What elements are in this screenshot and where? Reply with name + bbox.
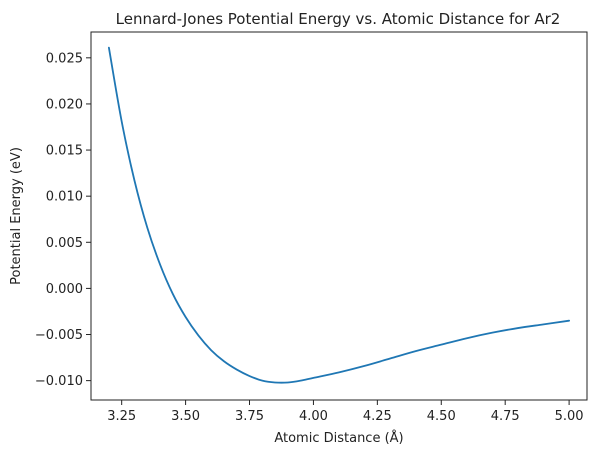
x-axis-label: Atomic Distance (Å) bbox=[274, 430, 403, 446]
x-tick-label: 4.25 bbox=[363, 409, 392, 424]
series-layer bbox=[108, 46, 570, 384]
chart-title: Lennard-Jones Potential Energy vs. Atomi… bbox=[116, 10, 561, 28]
y-tick-label: 0.010 bbox=[46, 190, 83, 205]
y-tick-label: −0.005 bbox=[35, 328, 83, 343]
x-axis-ticks: 3.25 3.50 3.75 4.00 4.25 4.50 4.75 5.00 bbox=[107, 400, 584, 424]
x-tick-label: 3.50 bbox=[171, 409, 200, 424]
x-tick-label: 4.50 bbox=[427, 409, 456, 424]
y-tick-label: 0.025 bbox=[46, 51, 83, 66]
y-axis-ticks: −0.010 −0.005 0.000 0.005 0.010 0.015 0.020 0.0… bbox=[35, 51, 91, 389]
y-tick-label: 0.015 bbox=[46, 144, 83, 159]
x-tick-label: 3.25 bbox=[107, 409, 136, 424]
potential-energy-line bbox=[108, 46, 570, 384]
x-tick-label: 5.00 bbox=[555, 409, 584, 424]
x-tick-label: 4.75 bbox=[491, 409, 520, 424]
x-tick-label: 4.00 bbox=[299, 409, 328, 424]
plot-frame bbox=[90, 31, 588, 401]
y-axis-label: Potential Energy (eV) bbox=[9, 147, 24, 285]
y-tick-label: 0.020 bbox=[46, 97, 83, 112]
y-tick-label: 0.000 bbox=[46, 282, 83, 297]
y-tick-label: −0.010 bbox=[35, 374, 83, 389]
x-tick-label: 3.75 bbox=[235, 409, 264, 424]
y-tick-label: 0.005 bbox=[46, 236, 83, 251]
